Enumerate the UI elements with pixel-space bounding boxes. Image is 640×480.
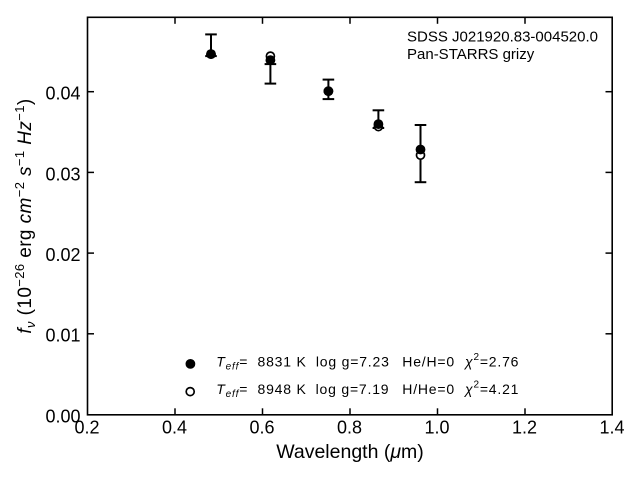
svg-text:χ2=2.76: χ2=2.76	[463, 352, 519, 370]
svg-text:0.04: 0.04	[45, 84, 80, 104]
svg-text:log g=7.19: log g=7.19	[316, 381, 390, 397]
svg-text:8948 K: 8948 K	[258, 381, 307, 397]
svg-text:χ2=4.21: χ2=4.21	[463, 380, 519, 398]
svg-text:0.03: 0.03	[45, 164, 80, 184]
svg-text:0.01: 0.01	[45, 326, 80, 346]
svg-text:fν (10−26 erg cm−2 s−1 Hz−1): fν (10−26 erg cm−2 s−1 Hz−1)	[12, 98, 38, 333]
svg-text:He/H=0: He/H=0	[402, 353, 455, 369]
svg-text:0.02: 0.02	[45, 245, 80, 265]
svg-text:0.00: 0.00	[45, 406, 80, 426]
svg-text:1.0: 1.0	[424, 417, 449, 437]
svg-text:SDSS J021920.83-004520.0: SDSS J021920.83-004520.0	[407, 29, 598, 46]
svg-text:Pan-STARRS grizy: Pan-STARRS grizy	[407, 46, 535, 63]
svg-text:H/He=0: H/He=0	[402, 381, 455, 397]
svg-text:log g=7.23: log g=7.23	[316, 353, 390, 369]
svg-text:0.6: 0.6	[249, 417, 274, 437]
svg-text:0.8: 0.8	[337, 417, 362, 437]
svg-text:1.4: 1.4	[599, 417, 624, 437]
svg-text:1.2: 1.2	[512, 417, 537, 437]
svg-text:8831 K: 8831 K	[258, 353, 307, 369]
svg-text:0.2: 0.2	[74, 417, 99, 437]
svg-text:0.4: 0.4	[162, 417, 187, 437]
svg-text:Wavelength (μm): Wavelength (μm)	[276, 441, 424, 463]
svg-text:Teff=: Teff=	[216, 353, 248, 372]
svg-text:Teff=: Teff=	[216, 381, 248, 400]
